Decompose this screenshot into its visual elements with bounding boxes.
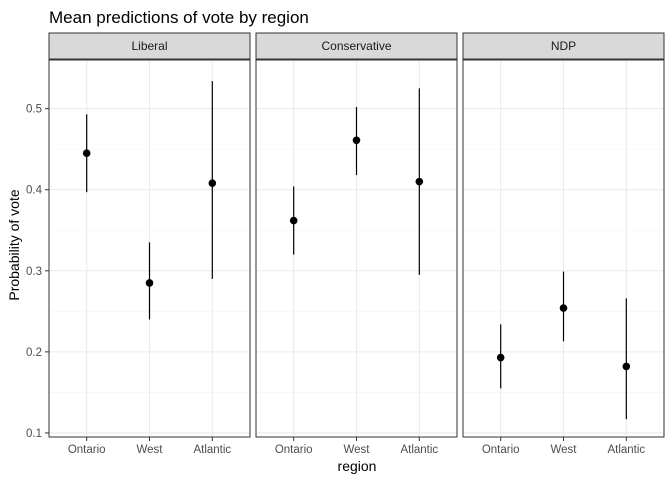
data-point xyxy=(496,353,505,362)
data-point xyxy=(352,136,361,145)
data-point xyxy=(82,149,91,158)
chart-title: Mean predictions of vote by region xyxy=(49,8,309,27)
facets: Liberal Ontario West Atlantic Conservative On… xyxy=(48,32,665,456)
x-tick-label: West xyxy=(137,444,164,456)
facet-strip-label: NDP xyxy=(551,39,576,53)
data-point xyxy=(208,179,217,188)
data-point xyxy=(415,177,424,186)
facet-ndp: NDP Ontario West Atlantic xyxy=(462,32,665,456)
y-tick-label: 0.2 xyxy=(26,347,42,359)
x-tick-label: Atlantic xyxy=(193,444,231,456)
y-axis-title: Probability of vote xyxy=(6,189,22,300)
y-tick-label: 0.1 xyxy=(26,428,42,440)
data-point xyxy=(622,362,631,371)
data-point xyxy=(145,279,154,287)
x-tick-label: West xyxy=(344,444,371,456)
x-tick-label: Atlantic xyxy=(607,444,645,456)
x-tick-label: Ontario xyxy=(275,444,313,456)
x-tick-label: Ontario xyxy=(482,444,520,456)
y-tick-label: 0.5 xyxy=(26,104,42,116)
y-tick-label: 0.4 xyxy=(26,185,43,197)
facet-strip xyxy=(48,32,251,60)
facet-liberal: Liberal Ontario West Atlantic xyxy=(48,32,251,456)
x-tick-label: West xyxy=(551,444,578,456)
data-point xyxy=(559,304,568,312)
x-tick-label: Atlantic xyxy=(400,444,438,456)
facet-strip xyxy=(462,32,665,60)
y-tick-label: 0.3 xyxy=(26,266,42,278)
y-axis: 0.1 0.2 0.3 0.4 0.5 xyxy=(26,104,49,440)
facet-strip xyxy=(255,32,458,60)
facet-conservative: Conservative Ontario West Atlantic xyxy=(255,32,458,456)
data-point xyxy=(289,216,298,225)
facet-strip-label: Conservative xyxy=(321,39,391,53)
x-tick-label: Ontario xyxy=(68,444,106,456)
x-axis-title: region xyxy=(338,458,377,474)
facet-strip-label: Liberal xyxy=(131,39,167,53)
